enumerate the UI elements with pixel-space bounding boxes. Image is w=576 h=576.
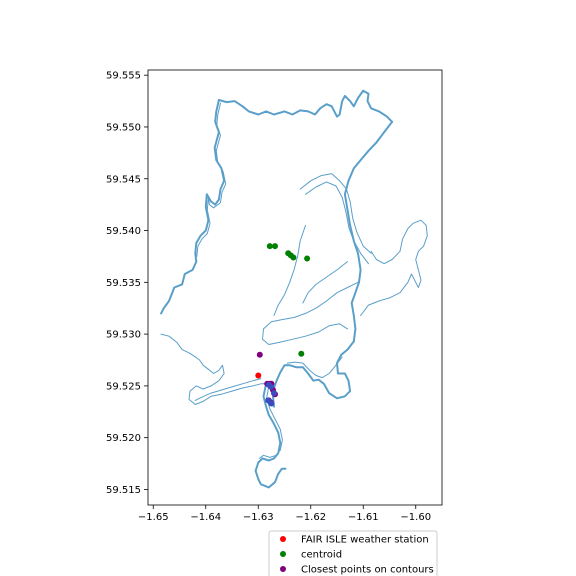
point-series-1-1 bbox=[272, 243, 278, 250]
y-tick-label: 59.525 bbox=[106, 381, 141, 392]
data-points bbox=[255, 243, 311, 407]
legend-label: FAIR ISLE weather station bbox=[301, 535, 429, 546]
contour-north-coast bbox=[217, 89, 394, 123]
contour-inner-bay-2 bbox=[305, 181, 369, 265]
contour-south-bay-rim bbox=[272, 340, 355, 408]
point-series-3-2 bbox=[271, 390, 277, 397]
point-series-1-4 bbox=[290, 254, 297, 261]
x-tick-label: −1.62 bbox=[295, 512, 326, 523]
x-tick-label: −1.61 bbox=[348, 512, 379, 523]
legend-marker bbox=[280, 551, 286, 557]
x-tick-label: −1.60 bbox=[400, 512, 431, 523]
contour-south-peninsula bbox=[254, 382, 287, 489]
contour-east-headland bbox=[360, 219, 428, 316]
y-tick-label: 59.540 bbox=[106, 226, 141, 237]
y-tick-label: 59.530 bbox=[106, 330, 141, 341]
contour-central-contour-3 bbox=[302, 261, 348, 304]
legend-label: Closest points on contours bbox=[301, 565, 434, 576]
contour-west-coast-inner bbox=[194, 378, 262, 401]
point-series-1-6 bbox=[298, 350, 305, 357]
contour-south-bay-inner bbox=[286, 356, 343, 379]
x-tick-label: −1.64 bbox=[190, 512, 221, 523]
legend-label: centroid bbox=[301, 550, 342, 561]
axes-frame bbox=[147, 69, 443, 506]
y-tick-label: 59.555 bbox=[106, 71, 141, 82]
y-tick-label: 59.550 bbox=[106, 122, 141, 133]
point-series-0-0 bbox=[255, 372, 262, 379]
legend-marker bbox=[280, 536, 286, 542]
legend-box bbox=[268, 530, 438, 576]
contour-west-coast bbox=[160, 333, 267, 405]
plot-area bbox=[160, 89, 428, 489]
point-series-2-0 bbox=[256, 351, 263, 358]
x-axis: −1.65 −1.64 −1.63 −1.62 −1.61 −1.60 bbox=[138, 505, 431, 523]
contour-inner-bay-1 bbox=[299, 173, 372, 254]
contour-outer-coast bbox=[160, 99, 226, 315]
y-tick-label: 59.515 bbox=[106, 485, 141, 496]
y-tick-label: 59.545 bbox=[106, 174, 141, 185]
point-series-3-4 bbox=[268, 400, 275, 407]
contour-south-peninsula-inner bbox=[258, 385, 283, 459]
point-series-1-0 bbox=[266, 243, 273, 250]
legend: FAIR ISLE weather station centroid Closest… bbox=[268, 530, 438, 576]
y-tick-label: 59.535 bbox=[106, 278, 141, 289]
contour-central-contour-1 bbox=[273, 224, 306, 316]
y-tick-label: 59.520 bbox=[106, 433, 141, 444]
contours bbox=[160, 89, 428, 489]
contour-central-contour-2 bbox=[262, 281, 359, 345]
contour-outer-coast-shadow bbox=[196, 102, 227, 257]
legend-marker bbox=[280, 566, 286, 572]
x-tick-label: −1.65 bbox=[138, 512, 169, 523]
point-series-3-1 bbox=[267, 383, 274, 390]
point-series-1-5 bbox=[304, 255, 311, 262]
contour-east-coast bbox=[343, 120, 394, 343]
y-axis: 59.515 59.520 59.525 59.530 59.535 59.540 59.5… bbox=[106, 71, 148, 496]
x-tick-label: −1.63 bbox=[243, 512, 274, 523]
